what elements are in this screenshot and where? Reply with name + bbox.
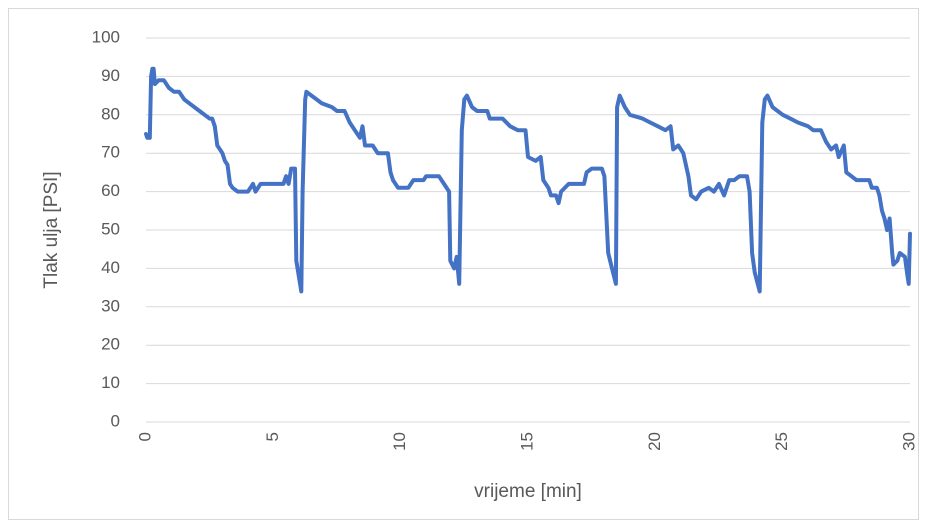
y-tick-label: 90 (101, 66, 120, 85)
x-axis-title: vrijeme [min] (474, 481, 582, 502)
x-tick-label: 10 (390, 432, 409, 451)
y-tick-label: 0 (111, 411, 120, 430)
y-tick-label: 30 (101, 296, 120, 315)
x-tick-label: 0 (135, 432, 154, 441)
x-tick-label: 25 (772, 432, 791, 451)
y-tick-label: 80 (101, 104, 120, 123)
x-tick-label: 30 (899, 432, 918, 451)
y-tick-label: 20 (101, 335, 120, 354)
x-tick-label: 15 (517, 432, 536, 451)
data-line (144, 66, 912, 294)
y-tick-label: 60 (101, 181, 120, 200)
x-tick-label: 20 (645, 432, 664, 451)
chart-frame (8, 8, 919, 520)
y-tick-label: 40 (101, 258, 120, 277)
y-axis-title: Tlak ulja [PSI] (41, 171, 62, 288)
y-tick-label: 10 (101, 373, 120, 392)
x-tick-label: 5 (263, 432, 282, 441)
y-tick-label: 100 (92, 27, 120, 46)
y-tick-label: 70 (101, 143, 120, 162)
y-tick-label: 50 (101, 219, 120, 238)
